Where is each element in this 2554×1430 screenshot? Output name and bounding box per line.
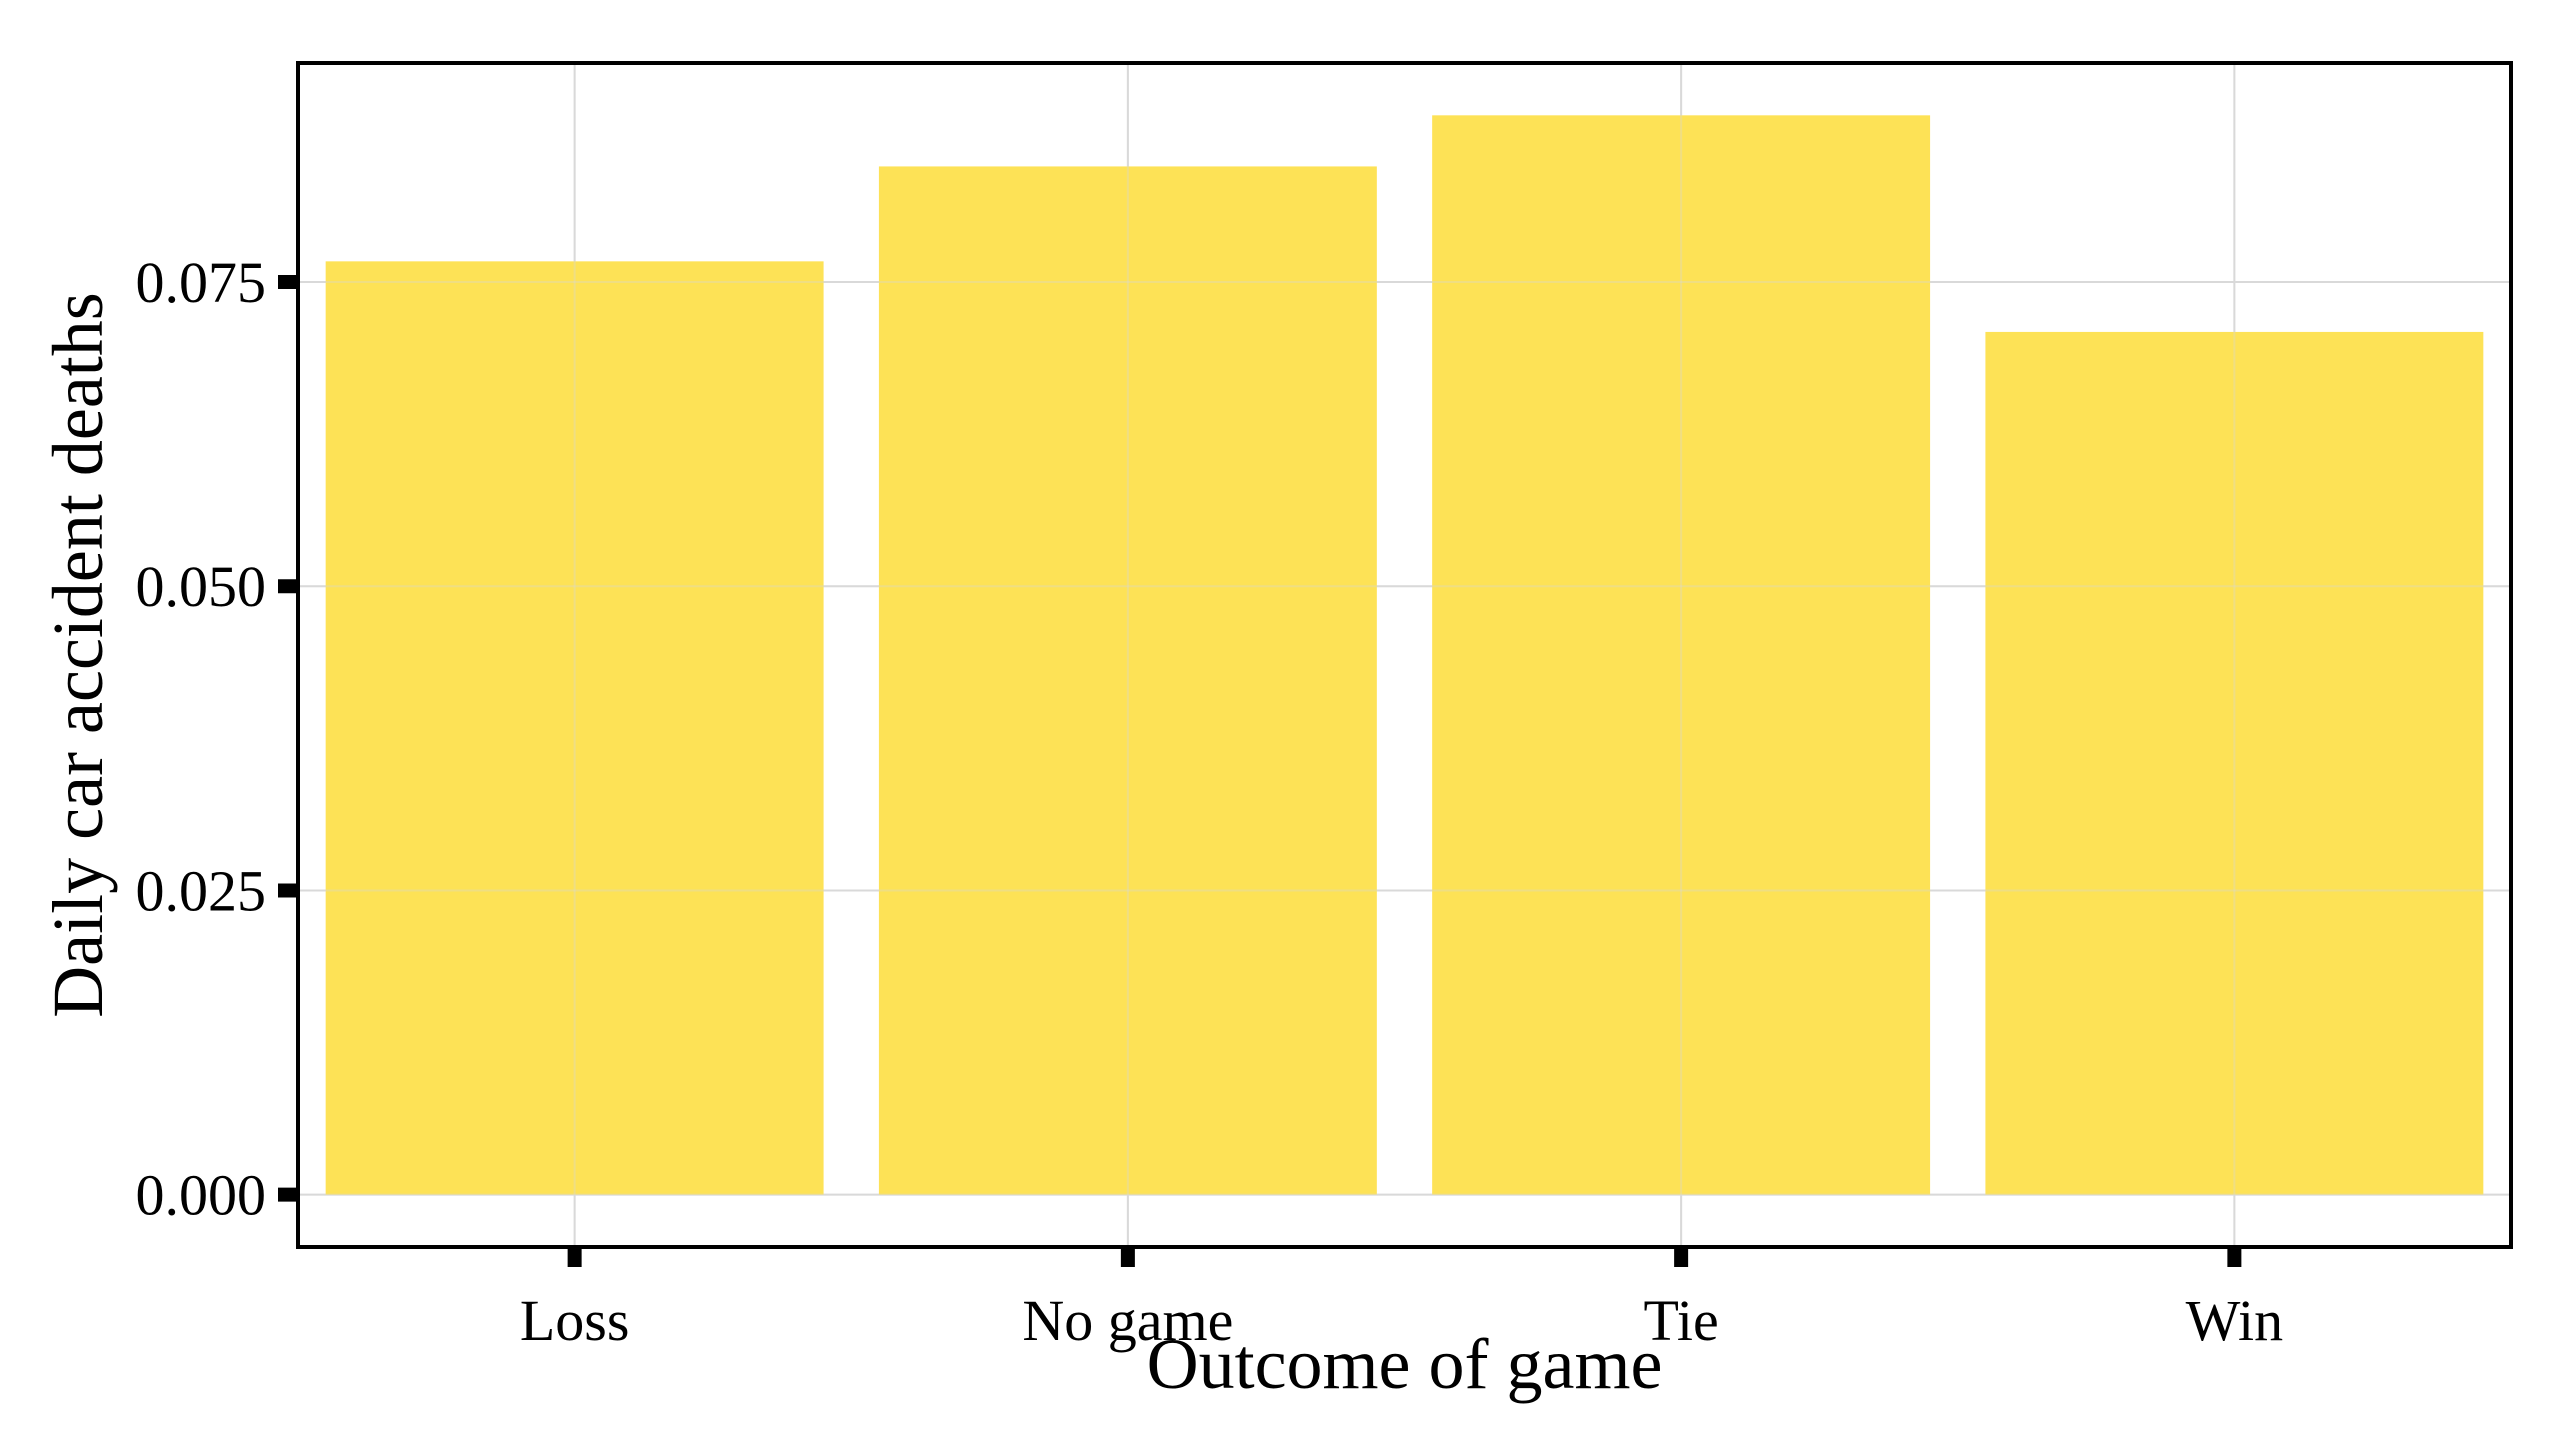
x-tick-label-2: Tie <box>1644 1288 1719 1353</box>
y-tick-label-3: 0.075 <box>136 250 267 315</box>
x-tick-label-3: Win <box>2186 1288 2284 1353</box>
bar-loss <box>325 261 824 1195</box>
y-axis-title: Daily car accident deaths <box>38 292 118 1018</box>
y-tick-label-1: 0.025 <box>136 858 267 923</box>
plot-panel-border <box>296 61 2513 1249</box>
bars <box>298 63 2511 1247</box>
x-axis-title: Outcome of game <box>1147 1324 1663 1404</box>
x-axis: Loss No game Tie Win <box>520 1247 2283 1353</box>
y-tick-label-2: 0.050 <box>136 554 267 619</box>
bar-no-game <box>878 166 1377 1195</box>
x-tick-label-0: Loss <box>520 1288 630 1353</box>
bar-win <box>1985 331 2484 1195</box>
bar-tie <box>1432 115 1931 1195</box>
y-axis: 0.000 0.025 0.050 0.075 <box>136 250 298 1228</box>
y-tick-label-0: 0.000 <box>136 1163 267 1228</box>
x-tick-label-1: No game <box>1022 1288 1233 1353</box>
